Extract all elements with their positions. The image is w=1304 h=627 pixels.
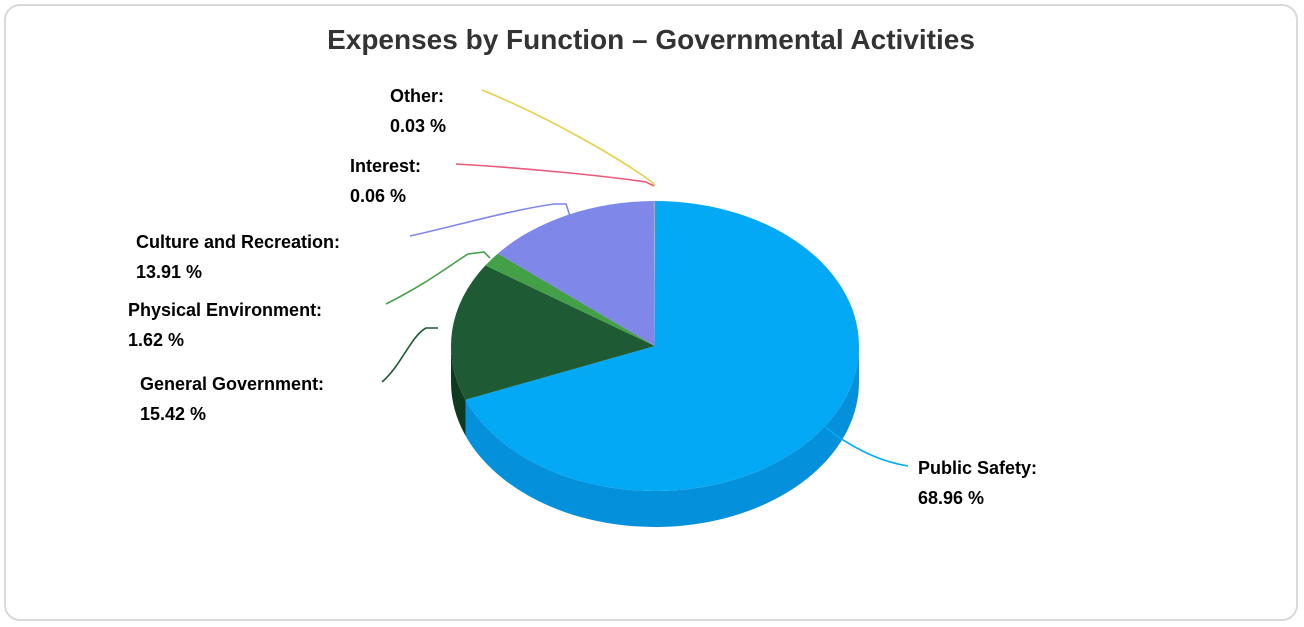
pie-chart: Public Safety: 68.96 % General Government:… — [128, 86, 1037, 528]
chart-card: Expenses by Function – Governmental Acti… — [4, 4, 1298, 621]
slice-label-other: Other: — [390, 86, 444, 106]
slice-label-culture-and-recreation: Culture and Recreation: — [136, 232, 340, 252]
pie-slice-physical-environment[interactable] — [485, 253, 655, 346]
pie-top — [451, 201, 859, 491]
pie-side-public-safety — [465, 346, 859, 528]
slice-label-interest: Interest: — [350, 156, 421, 176]
leader-line-general-government — [381, 327, 438, 383]
pie-sides — [451, 346, 859, 528]
leader-line-other — [481, 89, 656, 187]
pie-slice-public-safety[interactable] — [465, 201, 859, 491]
leader-line-physical-environment — [385, 251, 491, 305]
slice-value-interest: 0.06 % — [350, 186, 406, 206]
slice-label-physical-environment: Physical Environment: — [128, 300, 322, 320]
pie-side-general-government — [451, 346, 466, 436]
pie-slice-general-government[interactable] — [451, 265, 655, 400]
leader-line-interest — [455, 163, 655, 187]
leader-lines — [381, 89, 909, 467]
chart-title: Expenses by Function – Governmental Acti… — [327, 24, 975, 55]
leader-line-public-safety — [823, 425, 909, 467]
slice-value-culture-and-recreation: 13.91 % — [136, 262, 202, 282]
slice-value-physical-environment: 1.62 % — [128, 330, 184, 350]
pie-slice-culture-and-recreation[interactable] — [497, 201, 655, 346]
slice-value-other: 0.03 % — [390, 116, 446, 136]
slice-label-public-safety: Public Safety: — [918, 458, 1037, 478]
slice-value-general-government: 15.42 % — [140, 404, 206, 424]
leader-line-culture-and-recreation — [409, 203, 571, 237]
slice-value-public-safety: 68.96 % — [918, 488, 984, 508]
slice-label-general-government: General Government: — [140, 374, 324, 394]
slice-labels: Public Safety: 68.96 % General Government:… — [128, 86, 1037, 508]
